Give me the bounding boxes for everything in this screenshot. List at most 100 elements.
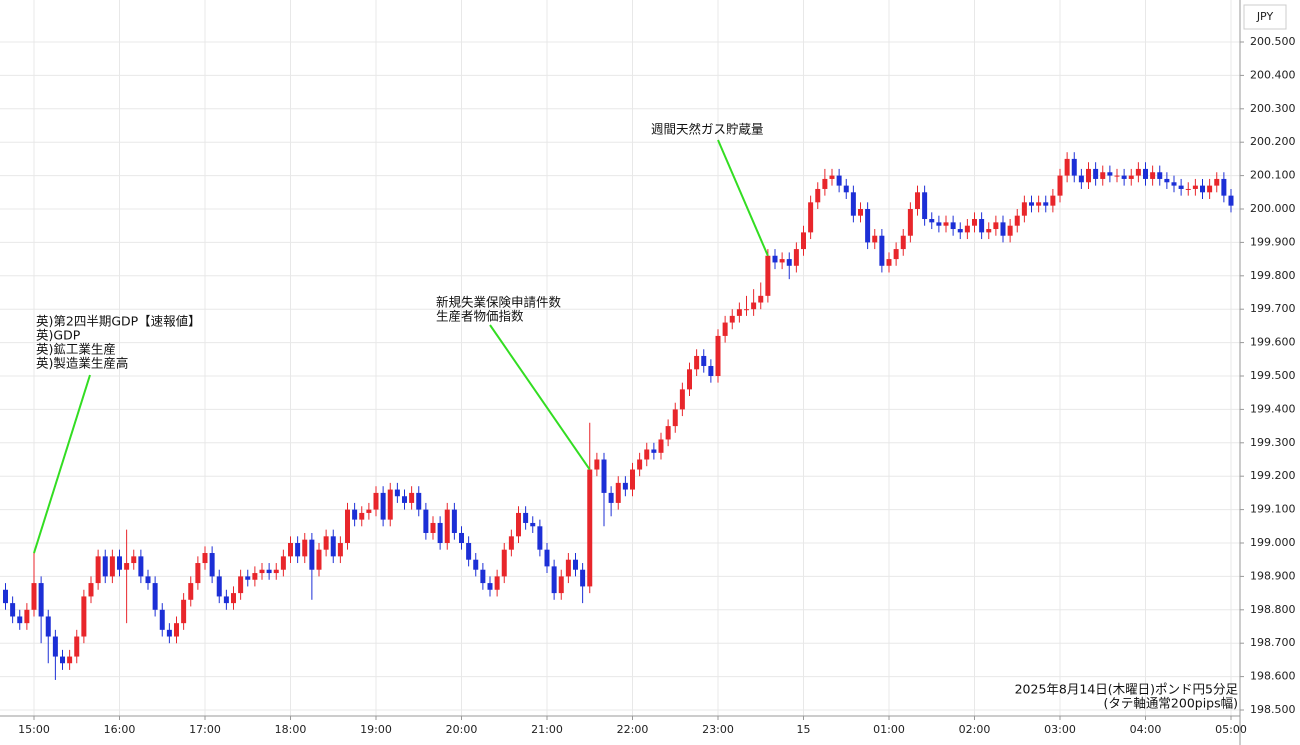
candle-body	[964, 225, 970, 233]
candle-body	[52, 636, 58, 657]
candle-body	[744, 309, 749, 311]
candle-body	[886, 259, 892, 266]
candle-body	[523, 512, 529, 523]
annotation-text: 英)第2四半期GDP【速報値】	[36, 314, 201, 329]
x-tick-label: 03:00	[1044, 723, 1076, 736]
y-tick-label: 200.200	[1250, 135, 1296, 148]
candle-body	[67, 656, 73, 664]
candle-body	[516, 512, 521, 537]
y-tick-label: 198.700	[1250, 636, 1296, 649]
candle-body	[986, 229, 992, 233]
candle-body	[131, 556, 137, 564]
candle-body	[708, 365, 714, 376]
candle-body	[181, 599, 187, 624]
candle-body	[907, 209, 913, 236]
candle-body	[81, 596, 87, 637]
candle-body	[174, 623, 179, 637]
candle-body	[565, 559, 571, 577]
candle-body	[473, 559, 479, 570]
candle-body	[587, 469, 593, 587]
candle-body	[266, 569, 272, 574]
candle-body	[929, 219, 935, 223]
y-tick-label: 198.900	[1250, 569, 1296, 582]
annotation-leader	[717, 139, 769, 257]
candle-body	[280, 556, 286, 570]
candle-body	[373, 492, 379, 510]
candle-body	[380, 492, 386, 520]
candle-body	[815, 188, 821, 203]
y-tick-label: 199.600	[1250, 336, 1296, 349]
y-tick-label: 200.000	[1250, 202, 1296, 215]
candle-body	[159, 609, 165, 630]
x-tick-label: 04:00	[1130, 723, 1162, 736]
x-tick-label: 23:00	[702, 723, 734, 736]
candle-body	[1207, 185, 1213, 193]
candle-body	[466, 543, 472, 560]
candle-body	[238, 576, 244, 594]
candle-body	[736, 309, 742, 316]
candle-body	[1014, 215, 1020, 226]
candle-body	[487, 583, 493, 590]
y-tick-label: 198.500	[1250, 703, 1296, 716]
candle-body	[31, 583, 37, 610]
candle-body	[138, 556, 144, 577]
candle-body	[95, 556, 101, 584]
candle-body	[979, 219, 985, 233]
candle-body	[245, 576, 251, 580]
candle-body	[687, 369, 692, 390]
candle-body	[1228, 195, 1234, 206]
x-tick-label: 15:00	[18, 723, 50, 736]
candle-body	[829, 175, 835, 179]
candle-body	[451, 509, 457, 533]
candle-body	[1143, 168, 1148, 179]
candle-body	[551, 566, 557, 594]
candle-body	[715, 335, 721, 376]
candle-body	[1150, 172, 1156, 179]
candle-body	[17, 616, 23, 624]
candle-body	[508, 536, 514, 550]
candle-body	[416, 492, 422, 510]
candle-body	[615, 482, 621, 503]
candle-body	[10, 603, 16, 617]
x-tick-label: 20:00	[446, 723, 478, 736]
annotation-leader	[489, 324, 591, 471]
candle-body	[843, 185, 849, 193]
candle-body	[722, 322, 728, 336]
candle-body	[1064, 158, 1070, 176]
candle-body	[658, 439, 664, 453]
y-tick-label: 200.100	[1250, 169, 1296, 182]
candle-body	[1121, 175, 1127, 179]
candle-body	[117, 556, 122, 570]
candle-body	[444, 509, 450, 543]
candle-body	[402, 496, 407, 503]
candle-body	[1100, 172, 1106, 179]
candle-body	[729, 315, 735, 323]
candle-body	[259, 569, 265, 574]
candle-body	[1107, 172, 1113, 176]
candle-body	[366, 509, 372, 513]
chart-note: 2025年8月14日(木曜日)ポンド円5分足	[1015, 682, 1239, 697]
candle-body	[1071, 158, 1077, 176]
candle-body	[936, 222, 942, 226]
candle-body	[751, 302, 757, 310]
candle-body	[872, 235, 878, 243]
candle-body	[850, 192, 856, 216]
currency-label: JPY	[1256, 10, 1274, 23]
x-tick-label: 19:00	[360, 723, 392, 736]
candle-body	[1021, 202, 1027, 216]
candle-body	[273, 569, 279, 574]
candle-body	[1164, 178, 1170, 183]
annotation-text: 週間天然ガス貯蔵量	[651, 122, 764, 137]
candle-body	[701, 355, 707, 366]
annotation-text: 生産者物価指数	[436, 309, 524, 324]
candle-body	[302, 539, 308, 557]
candle-body	[1185, 188, 1191, 190]
candle-body	[1114, 175, 1120, 177]
candle-body	[630, 469, 635, 490]
candle-body	[808, 202, 814, 233]
candle-body	[45, 616, 51, 637]
candle-body	[316, 549, 322, 570]
annotation-text: 英)GDP	[36, 328, 81, 343]
candle-body	[801, 232, 806, 250]
candle-body	[622, 482, 628, 490]
